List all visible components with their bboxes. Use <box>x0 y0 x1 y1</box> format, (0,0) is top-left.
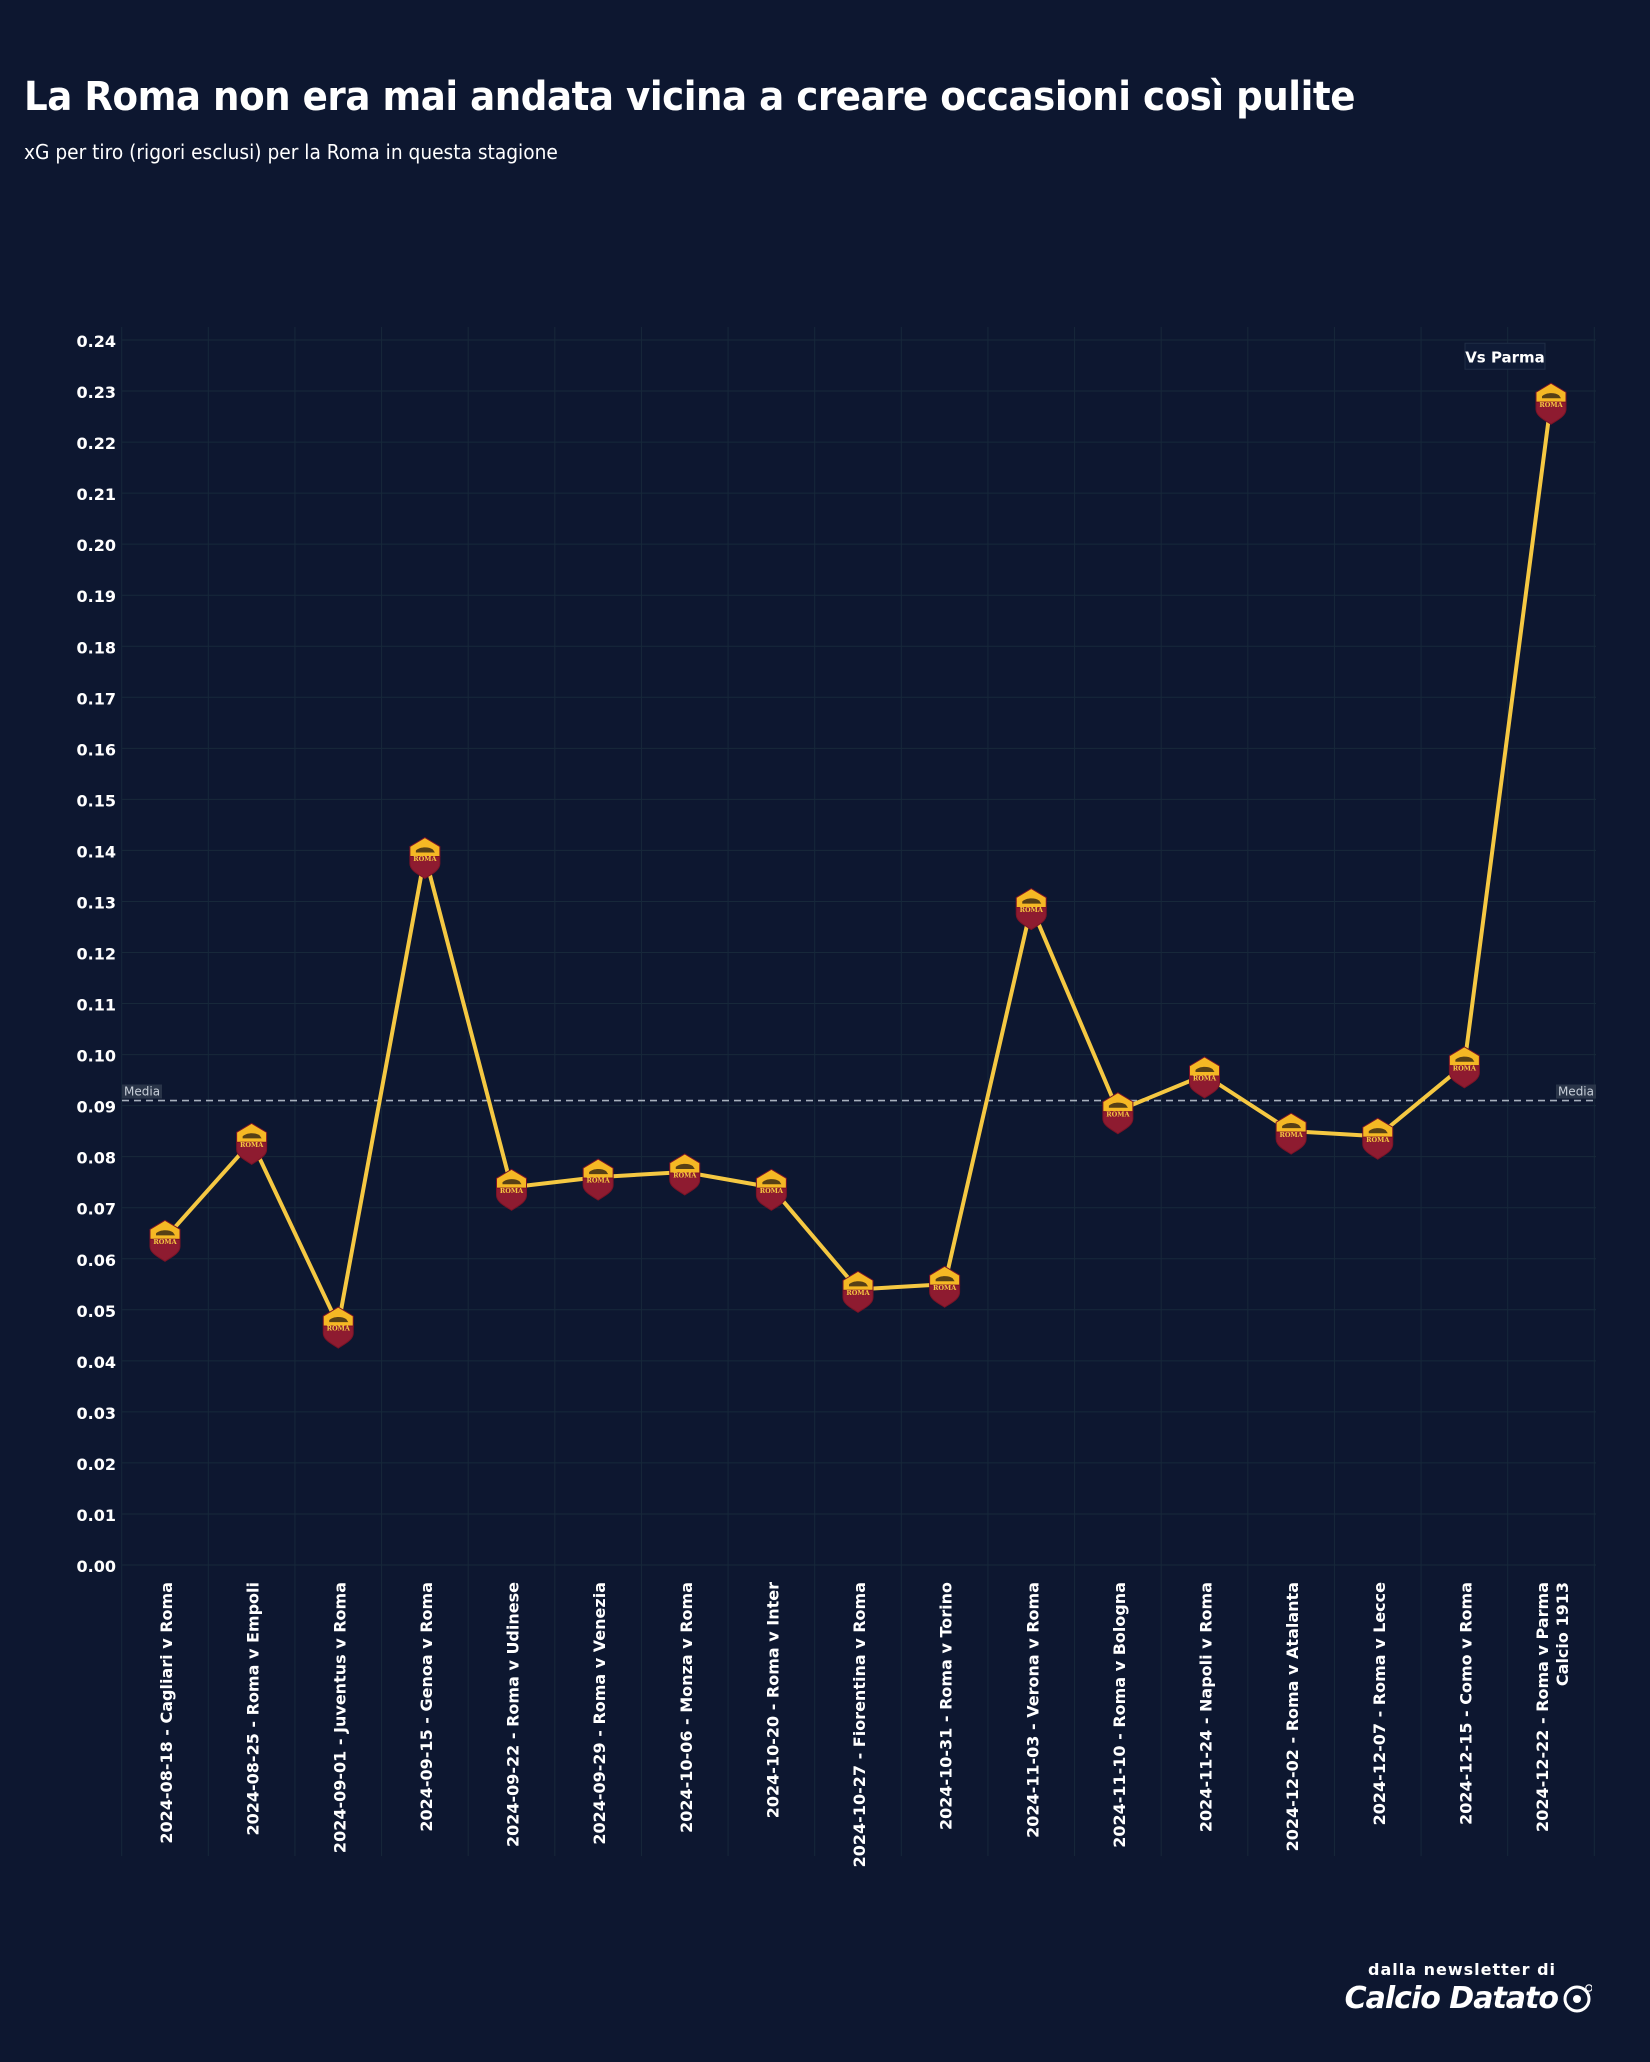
x-tick-label-line: 2024-10-20 - Roma v Inter <box>763 1582 782 1818</box>
y-tick-label: 0.15 <box>77 791 116 810</box>
y-tick-label: 0.21 <box>77 485 116 504</box>
as-roma-crest-icon <box>1448 1046 1480 1089</box>
x-tick-label-line: 2024-08-18 - Cagliari v Roma <box>157 1582 176 1844</box>
y-tick-label: 0.13 <box>77 893 116 912</box>
x-tick-label-line: 2024-08-25 - Roma v Empoli <box>244 1582 263 1836</box>
x-tick-label-line: 2024-12-02 - Roma v Atalanta <box>1283 1582 1302 1851</box>
as-roma-crest-icon <box>1535 382 1567 425</box>
x-tick-label: 2024-09-29 - Roma v Venezia <box>590 1582 609 1845</box>
as-roma-crest-icon <box>322 1306 354 1349</box>
y-tick-label: 0.17 <box>77 689 116 708</box>
y-tick-label: 0.06 <box>77 1251 116 1270</box>
x-tick-label: 2024-09-15 - Genoa v Roma <box>417 1582 436 1832</box>
series-line <box>163 399 1553 1328</box>
average-reference-line: Media Media <box>122 1084 1596 1102</box>
y-tick-label: 0.12 <box>77 945 116 964</box>
y-tick-label: 0.00 <box>77 1557 116 1576</box>
x-tick-label: 2024-12-07 - Roma v Lecce <box>1370 1582 1389 1825</box>
xg-series-line <box>163 399 1553 1328</box>
y-tick-label: 0.05 <box>77 1302 116 1321</box>
y-tick-label: 0.18 <box>77 638 116 657</box>
y-tick-label: 0.07 <box>77 1200 116 1219</box>
x-tick-label-line: 2024-12-15 - Como v Roma <box>1456 1582 1475 1825</box>
chart-title: La Roma non era mai andata vicina a crea… <box>24 74 1355 120</box>
x-tick-label: 2024-08-18 - Cagliari v Roma <box>157 1582 176 1844</box>
brand-tagline: dalla newsletter di <box>1367 1960 1556 1979</box>
x-tick-label: 2024-12-02 - Roma v Atalanta <box>1283 1582 1302 1851</box>
brand-name: Calcio Datato <box>1344 1981 1559 2016</box>
brand-logo: Calcio Datato <box>1345 1981 1592 2016</box>
x-tick-label: 2024-09-01 - Juventus v Roma <box>330 1582 349 1853</box>
x-tick-label-line: 2024-10-06 - Monza v Roma <box>677 1582 696 1833</box>
y-tick-label: 0.23 <box>77 383 116 402</box>
y-tick-label: 0.04 <box>77 1353 116 1372</box>
as-roma-crest-icon <box>1015 888 1047 931</box>
as-roma-crest-icon <box>496 1168 527 1211</box>
as-roma-crest-icon <box>582 1158 614 1201</box>
x-axis-labels: 2024-08-18 - Cagliari v Roma 2024-08-25 -… <box>157 1582 1572 1867</box>
x-tick-label-line: 2024-12-22 - Roma v Parma <box>1533 1582 1552 1832</box>
y-tick-label: 0.08 <box>77 1149 116 1168</box>
x-tick-label-line: 2024-11-03 - Verona v Roma <box>1023 1582 1042 1838</box>
football-icon <box>1563 1983 1592 2012</box>
annotations: Vs Parma <box>1464 342 1546 370</box>
x-tick-label: 2024-09-22 - Roma v Udinese <box>504 1582 523 1847</box>
x-tick-label-line: 2024-09-15 - Genoa v Roma <box>417 1582 436 1832</box>
reference-label-left: Media <box>124 1085 160 1099</box>
x-tick-label-line: Calcio 1913 <box>1553 1582 1572 1686</box>
x-tick-label: 2024-10-27 - Fiorentina v Roma <box>850 1582 869 1867</box>
y-tick-label: 0.14 <box>77 842 116 861</box>
x-tick-label-line: 2024-09-22 - Roma v Udinese <box>504 1582 523 1847</box>
x-tick-label: 2024-11-10 - Roma v Bologna <box>1110 1582 1129 1848</box>
reference-label-bg <box>122 1084 162 1099</box>
as-roma-crest-icon <box>409 837 441 880</box>
as-roma-crest-icon <box>1362 1117 1394 1160</box>
y-tick-label: 0.01 <box>77 1506 116 1525</box>
chart-subtitle: xG per tiro (rigori esclusi) per la Roma… <box>24 140 558 164</box>
as-roma-crest-icon <box>755 1168 787 1211</box>
annotation-box <box>1464 342 1546 370</box>
x-tick-label: 2024-10-06 - Monza v Roma <box>677 1582 696 1833</box>
y-tick-label: 0.11 <box>77 996 116 1015</box>
x-tick-label-line: 2024-10-27 - Fiorentina v Roma <box>850 1582 869 1867</box>
annotation-text: Vs Parma <box>1465 348 1545 366</box>
x-tick-label-line: 2024-09-29 - Roma v Venezia <box>590 1582 609 1845</box>
y-tick-label: 0.03 <box>77 1404 116 1423</box>
y-tick-label: 0.10 <box>77 1047 116 1066</box>
x-tick-label-line: 2024-10-31 - Roma v Torino <box>937 1582 956 1830</box>
x-tick-label: 2024-10-20 - Roma v Inter <box>763 1582 782 1818</box>
as-roma-crest-icon <box>669 1153 701 1196</box>
y-tick-label: 0.16 <box>77 740 116 759</box>
y-tick-label: 0.19 <box>77 587 116 606</box>
grid <box>121 327 1596 1856</box>
x-tick-label-line: 2024-09-01 - Juventus v Roma <box>330 1582 349 1853</box>
y-axis: 0.00 0.01 0.02 0.03 0.04 0.05 0.06 0.07 0.08 0.09… <box>77 332 116 1576</box>
y-tick-label: 0.09 <box>77 1098 116 1117</box>
x-tick-label-line: 2024-11-24 - Napoli v Roma <box>1197 1582 1216 1832</box>
x-tick-label: 2024-10-31 - Roma v Torino <box>937 1582 956 1830</box>
x-tick-label-line: 2024-11-10 - Roma v Bologna <box>1110 1582 1129 1848</box>
y-tick-label: 0.20 <box>77 536 116 555</box>
x-tick-label: 2024-08-25 - Roma v Empoli <box>244 1582 263 1836</box>
y-tick-label: 0.22 <box>77 434 116 453</box>
as-roma-crest-icon <box>842 1270 874 1313</box>
as-roma-crest-icon <box>236 1122 268 1165</box>
brand-signature: dalla newsletter di Calcio Datato <box>1345 1960 1592 2016</box>
x-tick-label-line: 2024-12-07 - Roma v Lecce <box>1370 1582 1389 1825</box>
as-roma-crest-icon <box>1275 1112 1307 1155</box>
as-roma-crest-icon <box>1189 1056 1220 1099</box>
x-tick-label: 2024-11-03 - Verona v Roma <box>1023 1582 1042 1838</box>
as-roma-crest-icon <box>149 1219 181 1262</box>
x-tick-label: 2024-11-24 - Napoli v Roma <box>1197 1582 1216 1832</box>
y-tick-label: 0.24 <box>77 332 116 351</box>
as-roma-crest-icon <box>929 1265 961 1308</box>
reference-label-right: Media <box>1558 1085 1594 1099</box>
x-tick-label: 2024-12-15 - Como v Roma <box>1456 1582 1475 1825</box>
as-roma-crest-icon <box>1102 1092 1134 1135</box>
reference-label-bg <box>1556 1084 1596 1099</box>
y-tick-label: 0.02 <box>77 1455 116 1474</box>
x-tick-label: 2024-12-22 - Roma v Parma Calcio 1913 <box>1533 1582 1572 1832</box>
